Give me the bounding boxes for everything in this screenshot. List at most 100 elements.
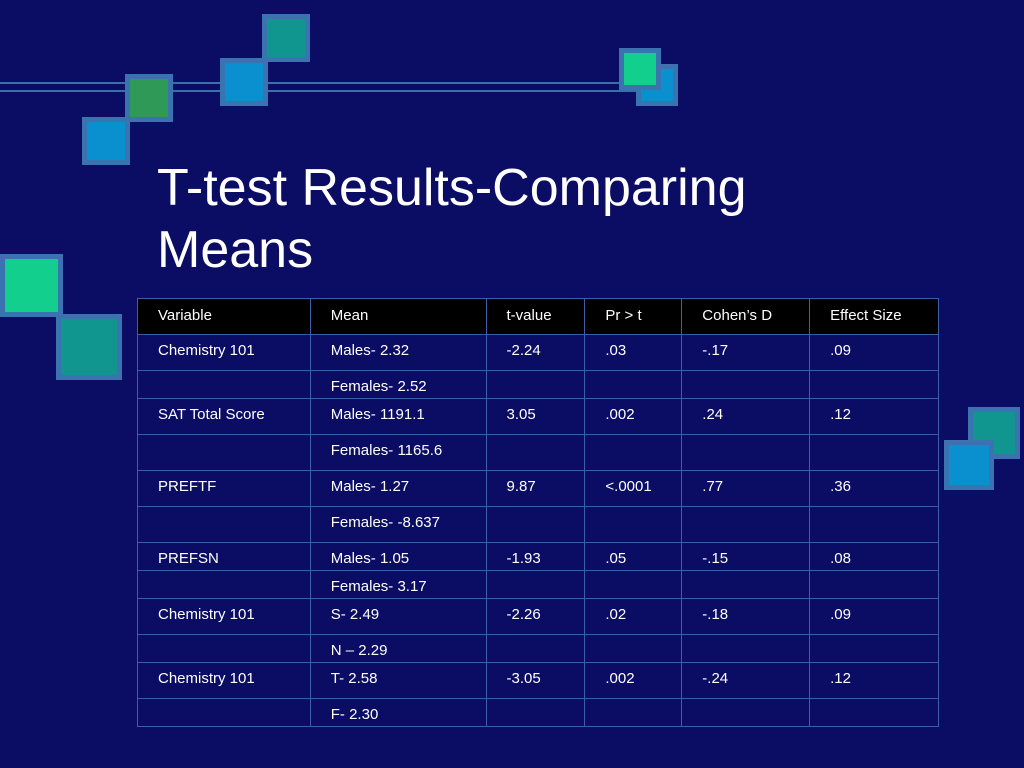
cell-mean: Males- 2.32 xyxy=(309,334,487,371)
cell-cohens-d: -.17 xyxy=(681,334,811,371)
cell-variable xyxy=(137,698,311,727)
cell-variable xyxy=(137,434,311,471)
cell-variable: PREFTF xyxy=(137,470,311,507)
cell-pr-t: .002 xyxy=(584,662,683,699)
cell-cohens-d: -.15 xyxy=(681,542,811,571)
cell-variable: SAT Total Score xyxy=(137,398,311,435)
table-header-row: Variable Mean t-value Pr > t Cohen’s D E… xyxy=(137,298,939,335)
cell-cohens-d xyxy=(681,698,811,727)
cell-effect-size xyxy=(809,434,939,471)
cell-pr-t: .03 xyxy=(584,334,683,371)
cell-pr-t xyxy=(584,634,683,663)
table-row: Chemistry 101 T- 2.58 -3.05 .002 -.24 .1… xyxy=(137,662,939,699)
table-header: Variable Mean t-value Pr > t Cohen’s D E… xyxy=(137,298,939,335)
header-pr-t: Pr > t xyxy=(584,298,683,335)
decor-square xyxy=(619,48,661,90)
cell-effect-size xyxy=(809,370,939,399)
cell-variable xyxy=(137,570,311,599)
slide-title-line-2: Means xyxy=(157,221,314,279)
cell-effect-size xyxy=(809,698,939,727)
table-row: Females- 1165.6 xyxy=(137,434,939,471)
cell-variable xyxy=(137,634,311,663)
table-row: SAT Total Score Males- 1191.1 3.05 .002 … xyxy=(137,398,939,435)
cell-cohens-d: .24 xyxy=(681,398,811,435)
cell-mean: F- 2.30 xyxy=(309,698,487,727)
cell-variable: PREFSN xyxy=(137,542,311,571)
decor-square xyxy=(0,254,63,317)
table-row: N – 2.29 xyxy=(137,634,939,663)
cell-variable: Chemistry 101 xyxy=(137,662,311,699)
table-row: PREFTF Males- 1.27 9.87 <.0001 .77 .36 xyxy=(137,470,939,507)
table-body: Chemistry 101 Males- 2.32 -2.24 .03 -.17… xyxy=(137,334,939,727)
header-effect-size: Effect Size xyxy=(809,298,939,335)
cell-t-value: -3.05 xyxy=(485,662,586,699)
cell-t-value xyxy=(485,634,586,663)
cell-cohens-d: -.24 xyxy=(681,662,811,699)
table-row: Chemistry 101 Males- 2.32 -2.24 .03 -.17… xyxy=(137,334,939,371)
cell-pr-t xyxy=(584,434,683,471)
decor-square xyxy=(82,117,130,165)
cell-t-value xyxy=(485,570,586,599)
table-row: Females- 2.52 xyxy=(137,370,939,399)
cell-cohens-d xyxy=(681,506,811,543)
results-table: Variable Mean t-value Pr > t Cohen’s D E… xyxy=(137,298,939,727)
cell-mean: T- 2.58 xyxy=(309,662,487,699)
decor-square xyxy=(262,14,310,62)
header-mean: Mean xyxy=(309,298,487,335)
cell-t-value: 9.87 xyxy=(485,470,586,507)
decor-square xyxy=(944,440,994,490)
table-row: F- 2.30 xyxy=(137,698,939,727)
cell-t-value xyxy=(485,370,586,399)
cell-mean: Males- 1191.1 xyxy=(309,398,487,435)
table-row: Chemistry 101 S- 2.49 -2.26 .02 -.18 .09 xyxy=(137,598,939,635)
header-variable: Variable xyxy=(137,298,311,335)
cell-t-value xyxy=(485,698,586,727)
decor-line-bottom xyxy=(0,90,640,92)
cell-effect-size xyxy=(809,570,939,599)
cell-variable: Chemistry 101 xyxy=(137,334,311,371)
cell-effect-size xyxy=(809,506,939,543)
header-cohens-d: Cohen’s D xyxy=(681,298,811,335)
table-row: Females- -8.637 xyxy=(137,506,939,543)
cell-mean: Males- 1.27 xyxy=(309,470,487,507)
cell-pr-t: <.0001 xyxy=(584,470,683,507)
cell-effect-size: .36 xyxy=(809,470,939,507)
cell-pr-t: .002 xyxy=(584,398,683,435)
decor-line-top xyxy=(0,82,640,84)
cell-variable xyxy=(137,370,311,399)
cell-t-value xyxy=(485,434,586,471)
slide-title: T-test Results-Comparing Means xyxy=(157,157,857,281)
table-row: PREFSN Males- 1.05 -1.93 .05 -.15 .08 xyxy=(137,542,939,571)
cell-t-value: 3.05 xyxy=(485,398,586,435)
table-row: Females- 3.17 xyxy=(137,570,939,599)
cell-cohens-d xyxy=(681,570,811,599)
cell-pr-t xyxy=(584,698,683,727)
cell-mean: Females- -8.637 xyxy=(309,506,487,543)
cell-effect-size: .09 xyxy=(809,334,939,371)
decor-square xyxy=(220,58,268,106)
cell-effect-size: .08 xyxy=(809,542,939,571)
cell-cohens-d xyxy=(681,634,811,663)
cell-variable: Chemistry 101 xyxy=(137,598,311,635)
cell-pr-t: .05 xyxy=(584,542,683,571)
cell-t-value: -2.26 xyxy=(485,598,586,635)
cell-cohens-d: .77 xyxy=(681,470,811,507)
cell-pr-t xyxy=(584,370,683,399)
cell-t-value: -1.93 xyxy=(485,542,586,571)
cell-mean: Males- 1.05 xyxy=(309,542,487,571)
cell-mean: Females- 2.52 xyxy=(309,370,487,399)
header-t-value: t-value xyxy=(485,298,586,335)
cell-pr-t xyxy=(584,506,683,543)
cell-t-value xyxy=(485,506,586,543)
cell-effect-size: .09 xyxy=(809,598,939,635)
cell-mean: S- 2.49 xyxy=(309,598,487,635)
decor-square xyxy=(56,314,122,380)
cell-cohens-d xyxy=(681,370,811,399)
decor-square xyxy=(125,74,173,122)
cell-cohens-d: -.18 xyxy=(681,598,811,635)
cell-t-value: -2.24 xyxy=(485,334,586,371)
cell-cohens-d xyxy=(681,434,811,471)
cell-effect-size xyxy=(809,634,939,663)
cell-pr-t xyxy=(584,570,683,599)
cell-variable xyxy=(137,506,311,543)
